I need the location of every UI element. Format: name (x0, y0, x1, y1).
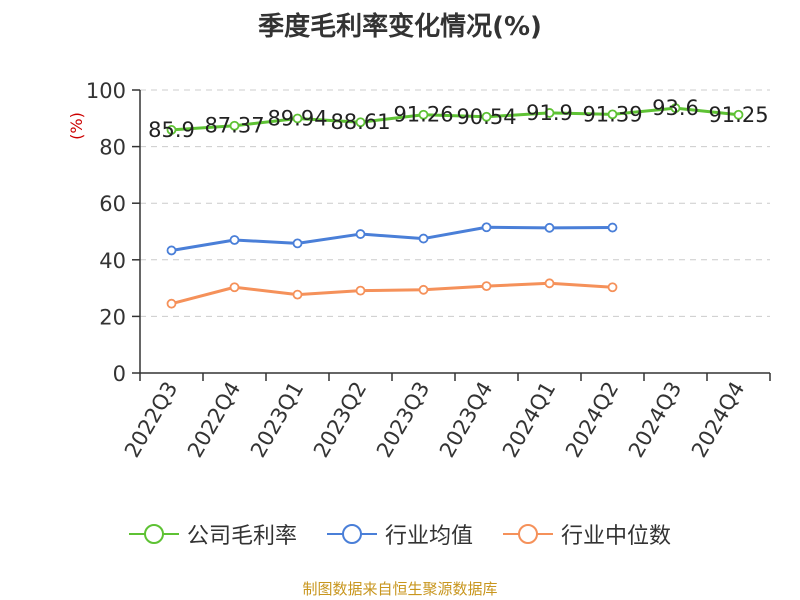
data-point (166, 298, 177, 309)
data-point (607, 222, 618, 233)
y-tick-label: 40 (99, 249, 126, 273)
x-tick-label: 2023Q2 (309, 378, 371, 462)
legend-item[interactable]: 行业均值 (326, 518, 473, 550)
data-point (292, 113, 303, 124)
data-label: 89.94 (267, 106, 327, 130)
data-point (544, 222, 555, 233)
data-point (229, 282, 240, 293)
data-label: 91.25 (708, 103, 768, 127)
series-line-0 (171, 106, 739, 132)
y-tick-label: 100 (86, 79, 126, 103)
data-label: 93.6 (652, 96, 699, 120)
data-point (607, 109, 618, 120)
data-point (544, 278, 555, 289)
data-point (355, 117, 366, 128)
x-tick-label: 2023Q4 (435, 378, 497, 462)
data-point (544, 108, 555, 118)
data-point (355, 285, 366, 296)
legend-circle (518, 524, 538, 544)
data-label: 90.54 (456, 105, 516, 129)
legend-marker-icon (503, 524, 553, 544)
series-line-2 (171, 281, 613, 306)
legend-circle (341, 524, 362, 544)
data-point (418, 109, 429, 120)
data-point (355, 229, 366, 239)
data-point (418, 233, 429, 244)
legend-item[interactable]: 行业中位数 (503, 518, 671, 550)
data-point (607, 282, 618, 293)
data-point (481, 281, 492, 292)
data-point (733, 109, 744, 120)
x-tick-label: 2024Q3 (624, 378, 686, 462)
data-point (481, 111, 492, 122)
legend: 公司毛利率 行业均值 行业中位数 (0, 518, 800, 550)
data-label: 85.9 (148, 118, 195, 142)
y-tick-label: 0 (113, 362, 126, 386)
data-point (418, 284, 429, 295)
x-tick-label: 2022Q4 (183, 378, 245, 462)
legend-item[interactable]: 公司毛利率 (128, 518, 297, 550)
legend-label: 行业均值 (384, 524, 473, 549)
y-axis-label: (%) (67, 112, 86, 140)
data-label: 87.37 (204, 114, 264, 138)
x-tick-label: 2024Q1 (498, 378, 560, 462)
source-note: 制图数据来自恒生聚源数据库 (302, 580, 498, 598)
data-point (229, 235, 240, 245)
x-tick-label: 2023Q1 (246, 378, 308, 462)
x-tick-label: 2024Q2 (561, 378, 623, 462)
data-label: 88.61 (330, 110, 390, 134)
y-tick-label: 60 (99, 192, 126, 216)
data-point (166, 245, 177, 256)
legend-circle (143, 524, 164, 544)
legend-label: 公司毛利率 (186, 524, 297, 549)
legend-marker-icon (128, 524, 179, 544)
data-label: 91.26 (393, 103, 453, 127)
chart-title: 季度毛利率变化情况(%) (258, 12, 542, 42)
data-point (292, 289, 303, 300)
legend-marker-icon (326, 524, 377, 544)
y-tick-label: 20 (99, 305, 126, 329)
x-tick-label: 2022Q3 (120, 378, 182, 462)
data-label: 91.9 (526, 101, 573, 125)
y-tick-label: 80 (99, 136, 126, 160)
data-point (229, 120, 240, 131)
x-tick-label: 2023Q3 (372, 378, 434, 462)
series-line-1 (171, 225, 613, 252)
data-point (292, 238, 303, 249)
data-point (670, 103, 681, 114)
data-label: 91.39 (582, 102, 642, 126)
data-point (166, 125, 177, 135)
legend-label: 行业中位数 (561, 524, 672, 549)
data-point (481, 222, 492, 233)
x-tick-label: 2024Q4 (687, 378, 749, 462)
